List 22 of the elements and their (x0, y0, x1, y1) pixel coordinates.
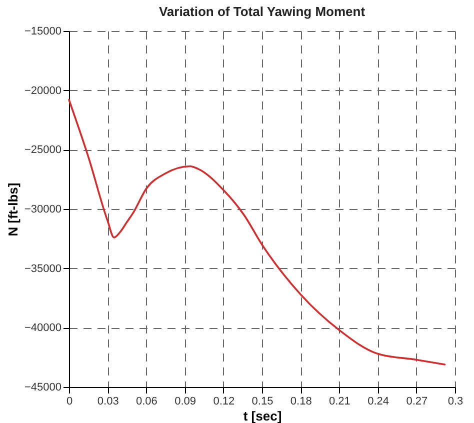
x-tick-label: 0.12 (213, 396, 235, 408)
x-tick-label: 0.27 (406, 396, 428, 408)
y-tick-label: −40000 (24, 322, 62, 334)
x-tick-label: 0.15 (252, 396, 274, 408)
x-tick-label: 0.18 (290, 396, 312, 408)
y-tick-label: −45000 (24, 382, 62, 394)
y-tick-label: −20000 (24, 84, 62, 97)
x-tick-label: 0.03 (97, 396, 119, 408)
x-tick-label: 0.24 (368, 396, 390, 408)
x-tick-label: 0.3 (448, 396, 464, 408)
y-axis-title: N [ft-lbs] (5, 182, 20, 236)
x-tick-label: 0 (66, 396, 73, 408)
y-tick-label: −35000 (24, 262, 62, 275)
x-tick-label: 0.21 (328, 396, 350, 408)
x-axis-title: t [sec] (243, 408, 282, 423)
x-tick-label: 0.09 (174, 396, 196, 408)
chart-title: Variation of Total Yawing Moment (158, 4, 366, 19)
y-tick-label: −15000 (24, 26, 62, 38)
line-series (68, 98, 446, 366)
y-tick-label: −25000 (24, 144, 62, 156)
x-tick-label: 0.06 (136, 396, 158, 408)
y-tick-label: −30000 (24, 204, 62, 216)
